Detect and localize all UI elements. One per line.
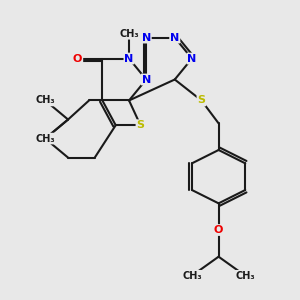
Text: N: N (142, 33, 151, 43)
Text: N: N (170, 33, 179, 43)
Text: O: O (40, 134, 50, 144)
Text: CH₃: CH₃ (182, 271, 202, 281)
Text: O: O (214, 225, 223, 235)
Text: N: N (124, 53, 134, 64)
Text: S: S (136, 120, 145, 130)
Text: S: S (197, 95, 206, 106)
Text: N: N (187, 53, 196, 64)
Text: CH₃: CH₃ (119, 29, 139, 39)
Text: CH₃: CH₃ (35, 134, 55, 144)
Text: CH₃: CH₃ (236, 271, 255, 281)
Text: O: O (73, 53, 82, 64)
Text: N: N (142, 74, 151, 85)
Text: CH₃: CH₃ (35, 95, 55, 106)
